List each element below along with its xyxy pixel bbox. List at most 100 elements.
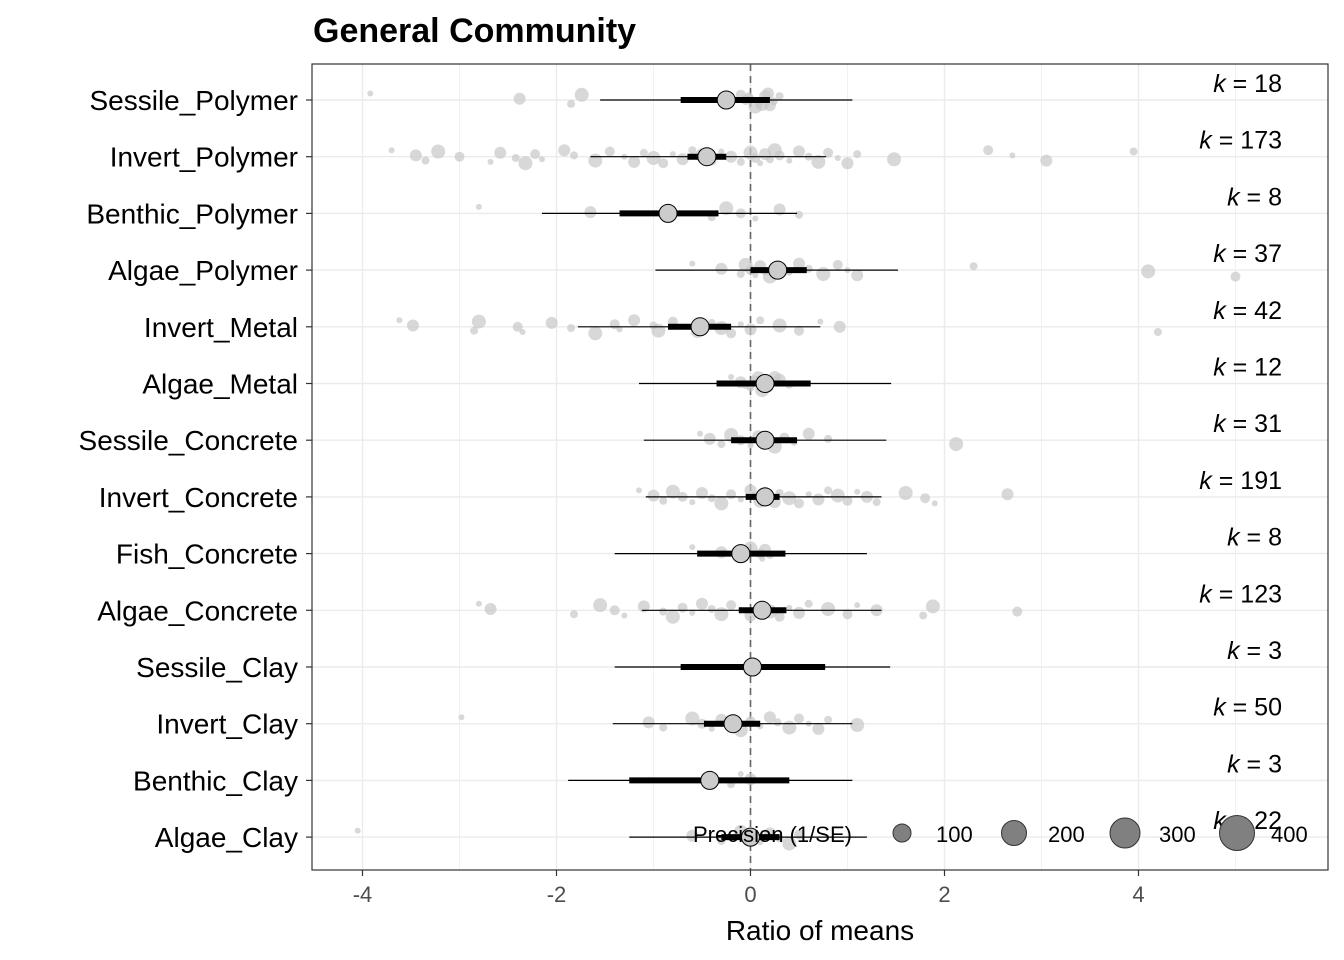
- k-label: k = 50: [1213, 694, 1282, 722]
- study-point: [471, 314, 486, 329]
- grid-lines: [312, 64, 1328, 870]
- study-point: [794, 713, 804, 724]
- study-point: [824, 486, 833, 495]
- size-legend: Precision (1/SE) 100 200 300 400: [693, 815, 1308, 851]
- study-point: [659, 496, 668, 505]
- study-point: [1009, 152, 1016, 159]
- study-point: [805, 491, 812, 498]
- study-point: [718, 148, 725, 155]
- category-label: Algae_Concrete: [97, 595, 298, 626]
- study-point: [737, 770, 744, 777]
- study-point: [538, 156, 545, 163]
- legend-size-marker: [1219, 815, 1255, 851]
- k-label: k = 31: [1213, 410, 1282, 438]
- study-point: [686, 829, 699, 842]
- study-point: [487, 158, 494, 165]
- study-point: [1040, 154, 1053, 167]
- study-point: [647, 489, 660, 502]
- study-point: [887, 152, 902, 167]
- legend-entry-label: 100: [936, 822, 973, 847]
- study-point: [388, 147, 395, 154]
- study-point: [786, 157, 793, 164]
- study-point: [512, 321, 523, 332]
- estimate-point: [658, 203, 678, 223]
- study-point: [757, 160, 764, 167]
- category-label: Invert_Polymer: [110, 142, 298, 173]
- study-point: [925, 599, 940, 614]
- k-symbol: k: [1227, 524, 1241, 552]
- study-point: [651, 323, 666, 338]
- study-point: [567, 99, 576, 108]
- study-point: [697, 430, 704, 437]
- k-label: k = 173: [1199, 127, 1282, 155]
- legend-size-marker: [1001, 820, 1027, 846]
- k-symbol: k: [1213, 297, 1227, 325]
- study-point: [530, 149, 541, 160]
- study-point: [689, 499, 696, 506]
- category-label: Sessile_Clay: [136, 652, 298, 683]
- k-symbol: k: [1199, 127, 1213, 155]
- study-point: [659, 723, 668, 732]
- summary-estimates: [541, 90, 898, 847]
- study-point: [850, 718, 865, 732]
- category-label: Benthic_Polymer: [86, 198, 298, 229]
- study-point: [728, 374, 735, 380]
- study-point: [409, 149, 422, 162]
- study-point: [717, 440, 726, 449]
- study-point: [689, 609, 696, 616]
- study-point: [484, 603, 497, 615]
- k-label: k = 37: [1213, 240, 1282, 268]
- study-point: [604, 146, 615, 157]
- study-point: [367, 90, 374, 97]
- category-axis: Sessile_Polymer Invert_Polymer Benthic_Pol…: [79, 85, 312, 853]
- study-point: [396, 317, 403, 324]
- study-point: [689, 260, 696, 267]
- study-point: [518, 156, 533, 171]
- k-label: k = 3: [1227, 637, 1282, 665]
- estimate-point: [731, 544, 751, 564]
- k-symbol: k: [1213, 694, 1227, 722]
- study-point: [774, 611, 785, 622]
- k-symbol: k: [1213, 240, 1227, 268]
- study-point: [832, 259, 843, 270]
- study-point: [584, 206, 597, 219]
- study-point: [736, 157, 745, 166]
- study-point: [817, 318, 824, 325]
- k-label: k = 12: [1213, 354, 1282, 382]
- x-axis-label: Ratio of means: [726, 915, 914, 946]
- category-label: Benthic_Clay: [133, 765, 298, 796]
- k-label: k = 3: [1227, 750, 1282, 778]
- study-point: [511, 154, 520, 162]
- study-point: [759, 555, 766, 562]
- study-point: [628, 314, 641, 327]
- legend-title: Precision (1/SE): [693, 822, 852, 847]
- study-point: [834, 155, 841, 161]
- k-value: = 8: [1240, 183, 1282, 211]
- study-point: [354, 827, 361, 834]
- k-symbol: k: [1213, 410, 1227, 438]
- study-point: [761, 87, 774, 100]
- study-point: [609, 605, 620, 616]
- study-point: [719, 201, 734, 216]
- study-point: [793, 606, 805, 619]
- study-point: [659, 607, 668, 616]
- k-value: = 123: [1212, 580, 1282, 608]
- k-symbol: k: [1227, 183, 1241, 211]
- study-point: [726, 489, 737, 500]
- estimate-point: [700, 770, 720, 790]
- study-point: [696, 487, 708, 499]
- study-point: [793, 257, 805, 270]
- study-point: [853, 150, 862, 159]
- estimate-point: [741, 827, 760, 847]
- x-tick-label: -2: [547, 882, 567, 907]
- study-point: [841, 157, 854, 170]
- study-point: [494, 146, 507, 159]
- study-point: [635, 487, 642, 494]
- study-point: [1141, 264, 1156, 279]
- study-point: [616, 326, 623, 333]
- study-point: [1012, 606, 1023, 617]
- study-point: [421, 156, 430, 165]
- k-value: = 31: [1226, 410, 1282, 438]
- study-point: [812, 722, 825, 735]
